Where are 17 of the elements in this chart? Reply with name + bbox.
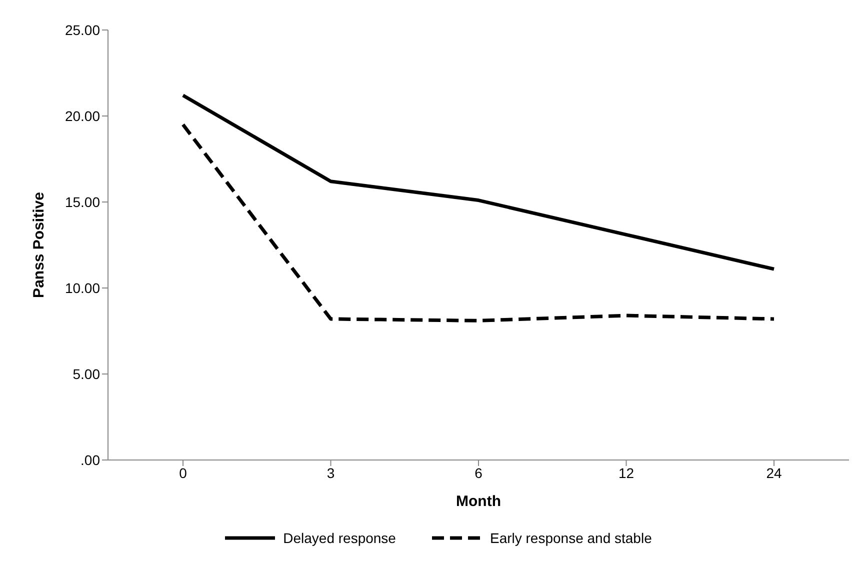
- y-tick-label: 20.00: [64, 108, 100, 124]
- x-tick-label: 6: [474, 464, 483, 481]
- x-axis-title: Month: [456, 493, 501, 510]
- line-series: [181, 122, 776, 322]
- x-tick-label: 12: [618, 464, 634, 481]
- y-tick-label: .00: [80, 452, 100, 468]
- legend-label: Early response and stable: [490, 530, 652, 546]
- y-tick-label: 25.00: [64, 22, 100, 38]
- line-series: [181, 94, 776, 271]
- legend-label: Delayed response: [283, 530, 396, 546]
- y-axis-title: Panss Positive: [30, 192, 48, 298]
- x-tick-label: 24: [766, 464, 782, 481]
- x-tick-label: 3: [326, 464, 335, 481]
- x-tick-label: 0: [179, 464, 188, 481]
- y-tick-label: 5.00: [72, 366, 100, 382]
- y-tick-label: 10.00: [64, 280, 100, 296]
- y-tick-label: 15.00: [64, 194, 100, 210]
